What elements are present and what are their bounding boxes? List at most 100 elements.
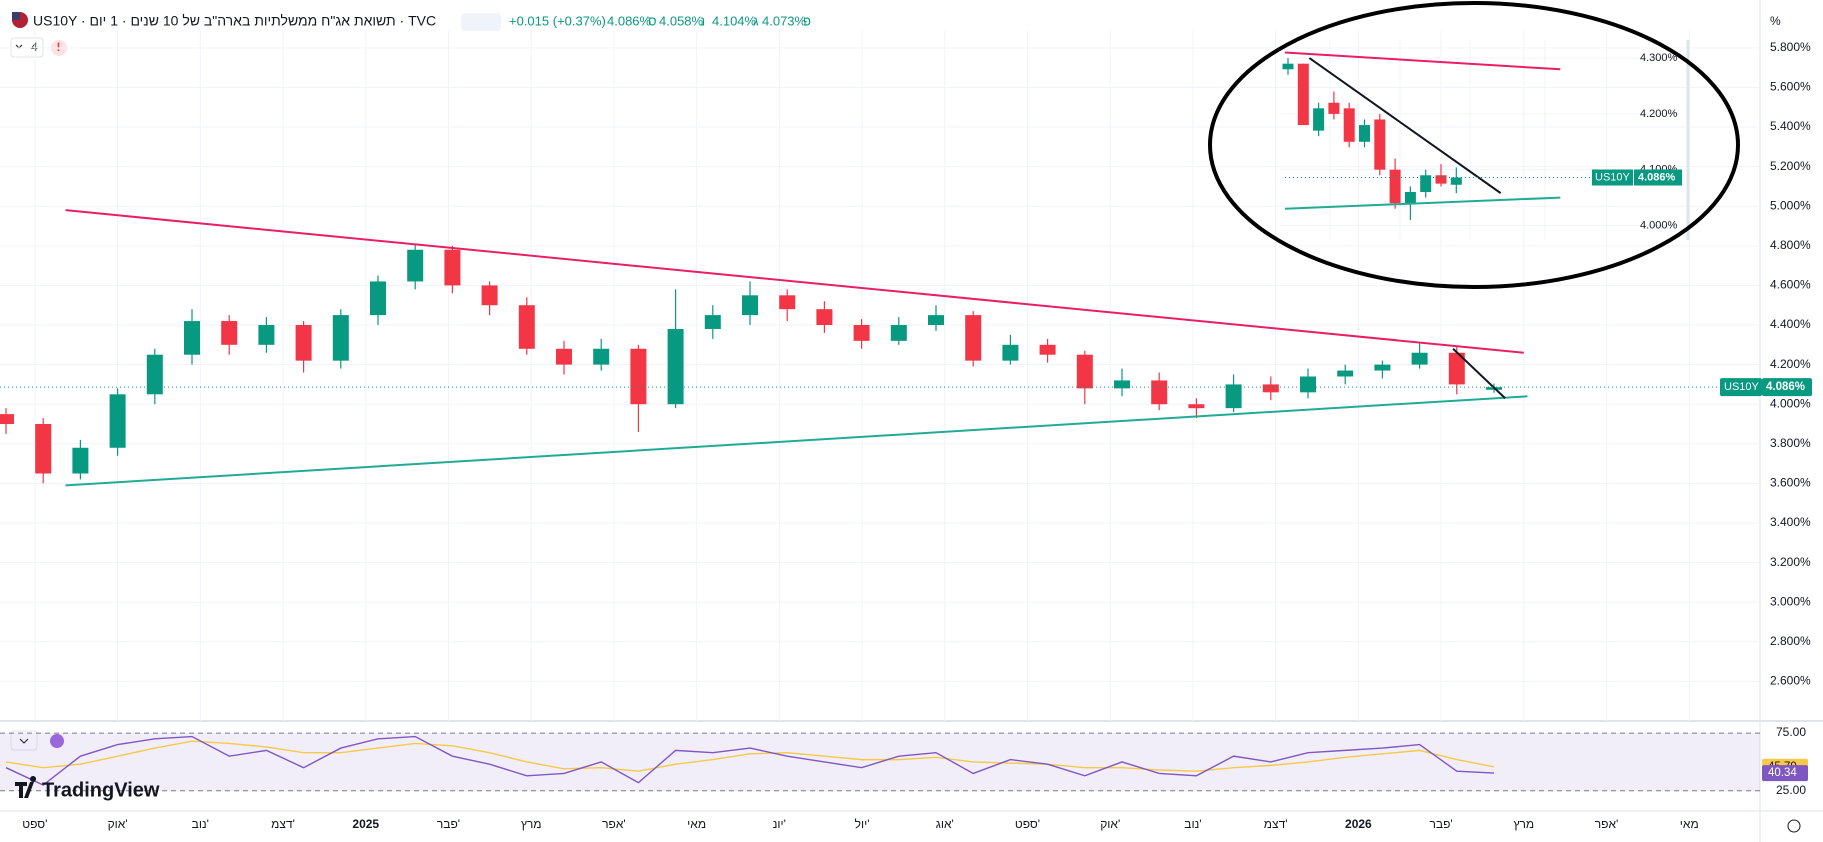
time-label: מאי [687,817,706,831]
time-label: נוב' [1184,817,1201,831]
symbol-tag [1720,378,1762,397]
inset-tick-label: 4.000% [1640,219,1678,231]
candle-body [1337,370,1354,377]
change: +0.015 (+0.37%) [509,13,606,28]
y-tick-label: 3.800% [1770,436,1811,450]
candle-body [890,325,907,341]
candle-body [1374,364,1391,371]
chevron [19,738,29,744]
trend-line [65,209,1524,354]
candle-body [1420,175,1432,193]
candle-body [965,315,982,361]
time-label: מאי [1680,817,1699,831]
rsi-toggle[interactable] [10,730,38,751]
time-label: אפר' [1595,817,1619,831]
candle-body [258,325,275,345]
candle-body [444,249,461,286]
status-icons[interactable] [461,13,501,31]
title: US10Y · תשואת אג"ח ממשלתיות בארה"ב של 10… [33,13,436,29]
candle-body [1262,384,1279,393]
time-label: ספט' [22,817,47,831]
open-prefix: פ [803,13,811,28]
inset-symbol-tag [1592,169,1633,186]
candle-body [1411,352,1428,365]
low-prefix: נ [700,13,705,28]
y-tick-label: 2.800% [1770,634,1811,648]
candle-body [1151,380,1168,405]
time-label: 2025 [352,817,379,831]
open-value: 4.073% [762,13,807,28]
candle-body [481,285,498,306]
candle-body [1343,108,1355,142]
candle-body [184,321,200,355]
y-tick-label: 3.400% [1770,515,1811,529]
time-label: אוק' [1100,817,1120,831]
close-prefix: ס [648,13,657,28]
candle-body [35,424,52,474]
candle-body [407,249,424,282]
inset-tick-label: 4.300% [1640,52,1678,64]
settings-icon[interactable] [1787,819,1801,833]
candle-body [667,328,684,405]
time-label: פבר' [1429,817,1452,831]
y-tick-label: 4.000% [1770,396,1811,410]
symbol-label: US10Y [1724,381,1760,393]
candle-body [221,321,238,345]
time-label: יונ' [773,817,786,831]
y-tick-label: 5.600% [1770,80,1811,94]
time-label: יול' [855,817,870,831]
y-tick-label: 2.600% [1770,674,1811,688]
time-label: דצמ' [1264,817,1288,831]
candle-body [1002,344,1019,361]
candle-body [556,348,572,365]
y-tick-label: 3.200% [1770,555,1811,569]
rsi-pane [0,724,1760,810]
candle-body [1282,63,1294,70]
inset-price-tag [1634,169,1682,186]
time-label: אוג' [936,817,954,831]
candle-body [704,315,721,329]
candle-body [1225,384,1242,409]
rsi-controls [10,730,64,751]
inset-price-label: 4.086% [1638,171,1676,183]
trend-line [1284,51,1561,71]
candle-body [146,354,163,395]
candle-body [332,315,349,361]
time-label: מרץ [521,817,542,831]
candle-body [779,295,796,310]
y-tick-label: 5.800% [1770,40,1811,54]
rsi-tick-label: 75.00 [1776,725,1806,739]
rsi-tick-label: 25.00 [1776,783,1806,797]
last-price-tag [1762,378,1812,397]
candle-body [72,447,89,474]
candle-body [1374,119,1386,170]
close-value: 4.086% [607,13,652,28]
candle-body [1114,380,1130,389]
candle-body [816,309,833,326]
inset-tick-label: 4.200% [1640,108,1678,120]
time-label: נוב' [192,817,209,831]
alert-mark: ! [57,40,61,54]
rsi-line [5,735,1495,786]
trend-line [1452,348,1506,399]
low-value: 4.058% [659,13,704,28]
y-tick-label: 4.600% [1770,278,1811,292]
trend-line [1284,196,1561,210]
high-prefix: ג [753,13,759,28]
y-tick-label: 3.600% [1770,476,1811,490]
rsi-icon[interactable] [50,734,64,748]
candle-body [742,295,758,316]
trend-line [65,395,1528,487]
candle-body [1039,344,1056,355]
candle-body [1313,108,1325,131]
candle-body [928,315,944,326]
candle-body [593,348,610,365]
y-tick-label: 5.400% [1770,119,1811,133]
last-price-label: 4.086% [1766,381,1805,393]
candle-body [1448,352,1465,385]
candle-body [1300,376,1316,393]
candle-body [370,281,386,316]
candle-body [109,394,126,448]
y-tick-label: 4.200% [1770,357,1811,371]
